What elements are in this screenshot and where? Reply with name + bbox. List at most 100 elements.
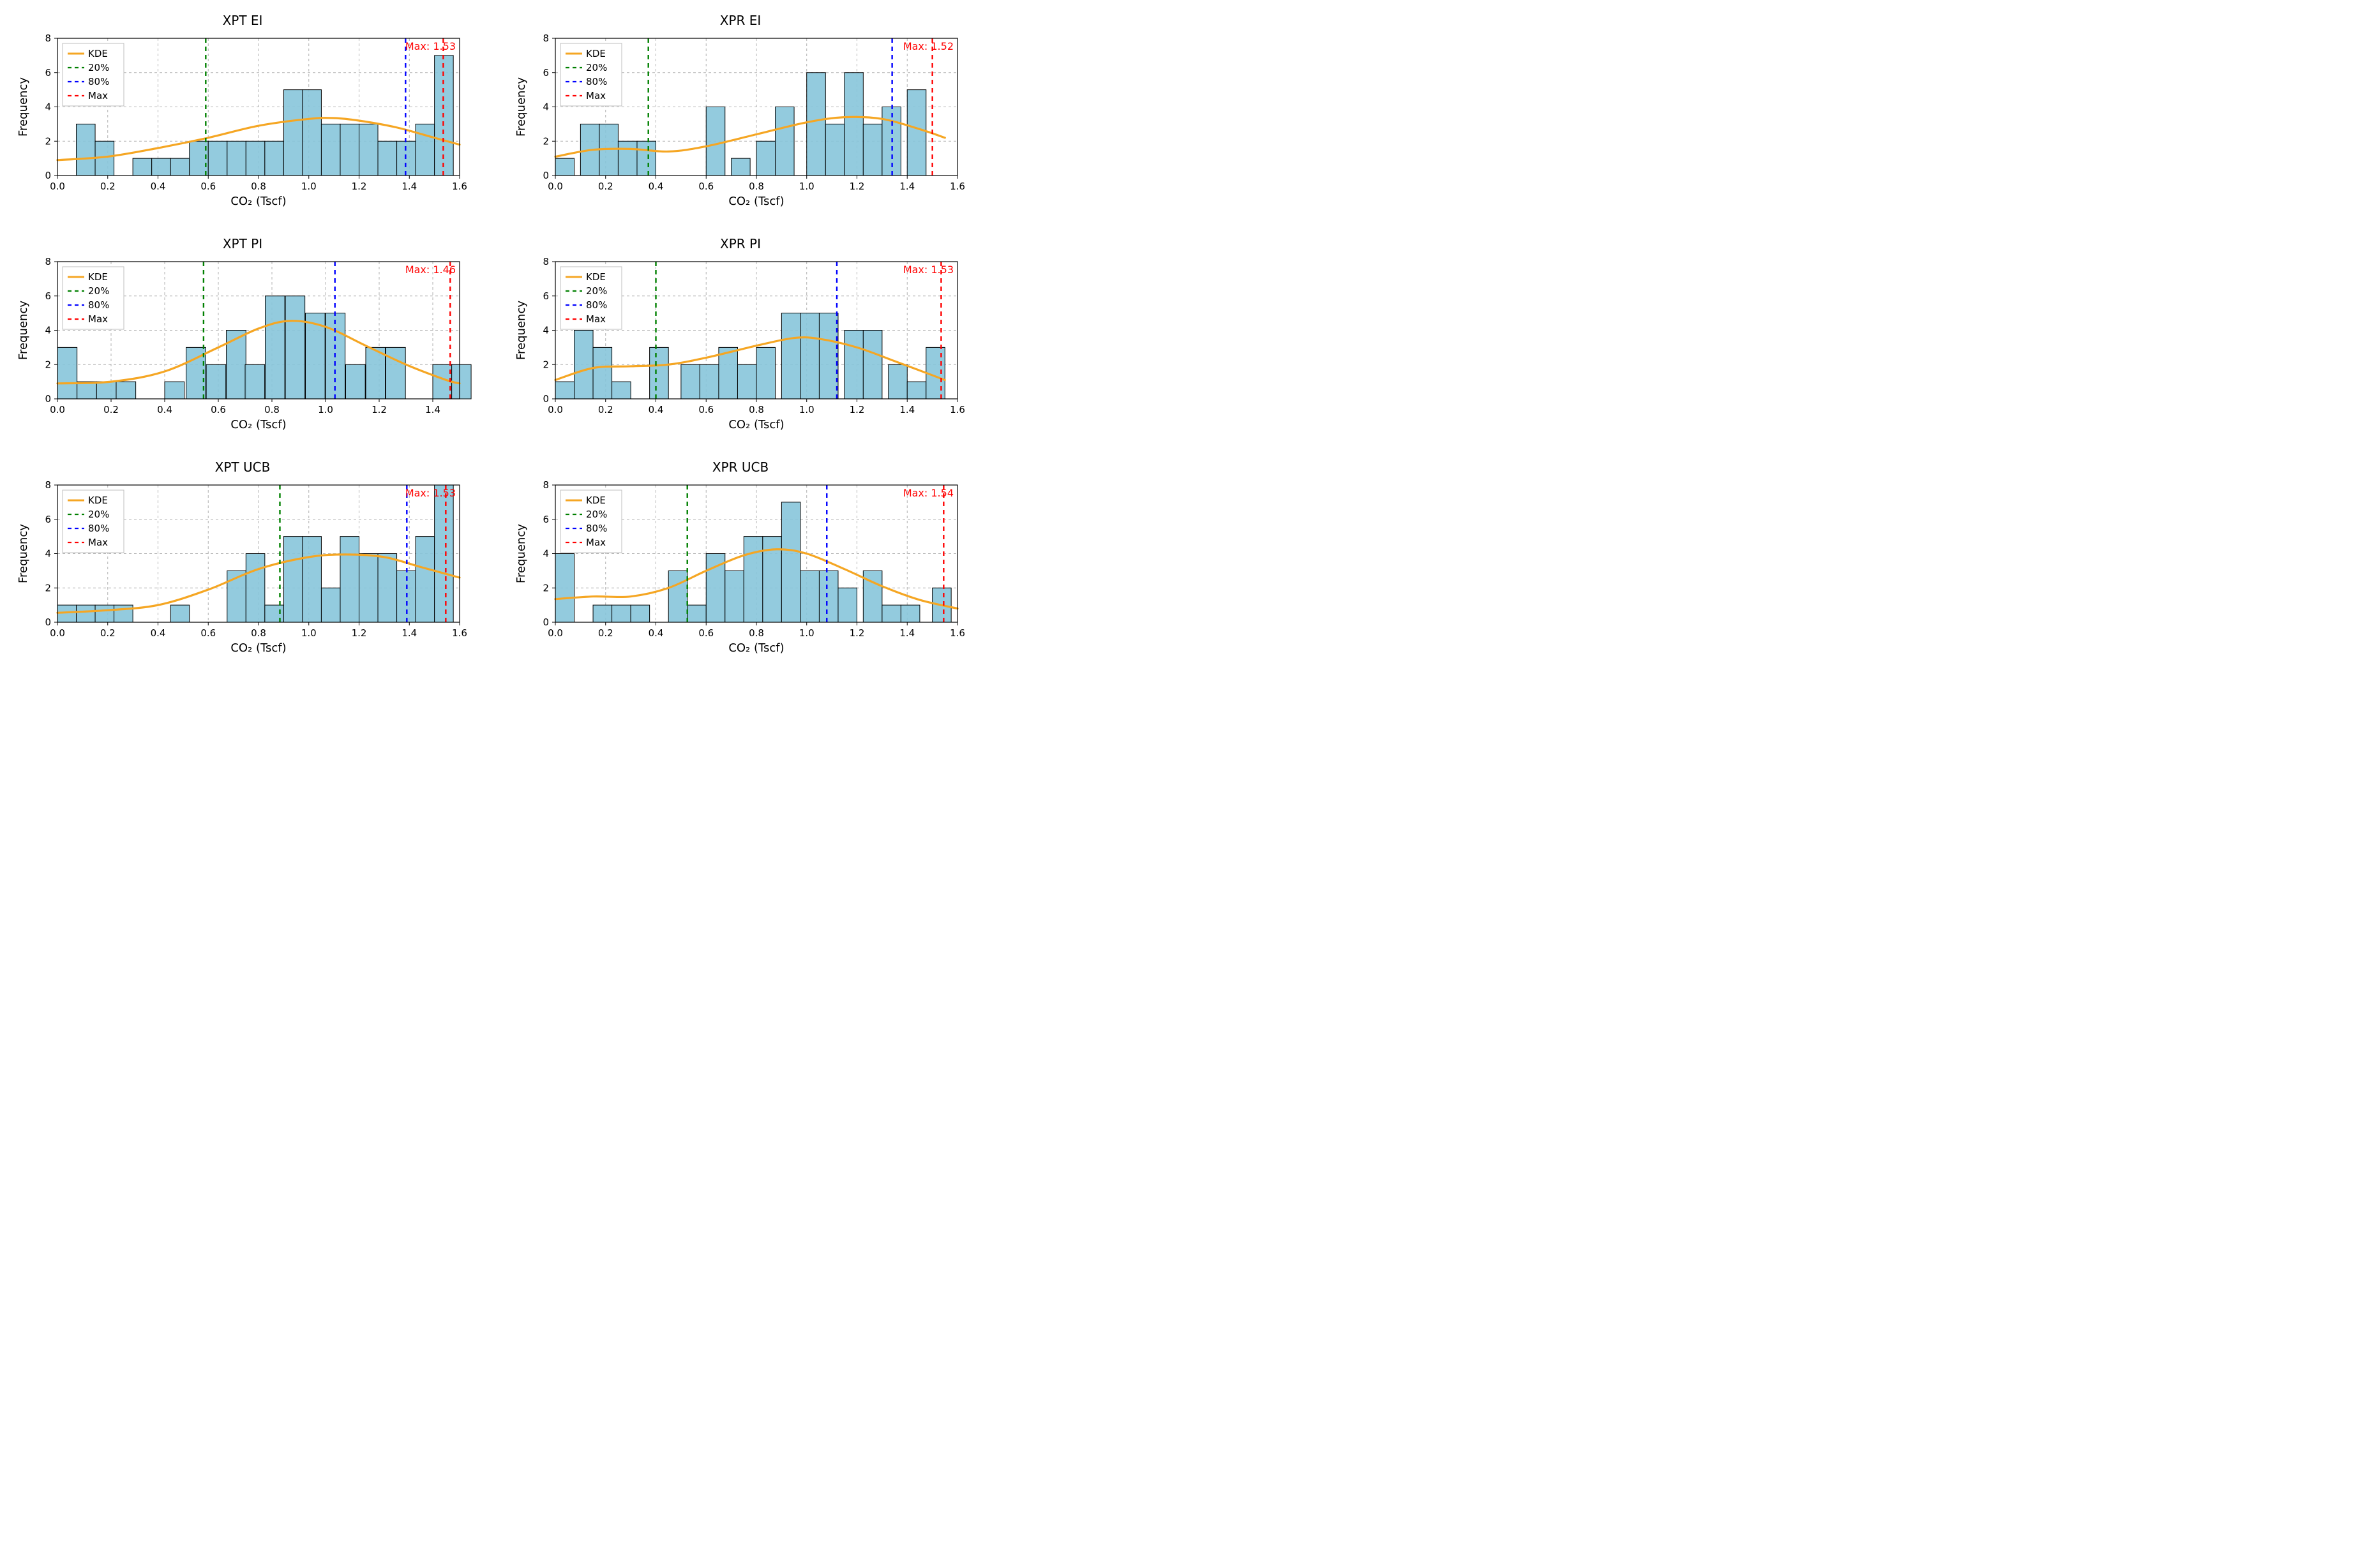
svg-text:Frequency: Frequency	[17, 524, 30, 583]
svg-text:80%: 80%	[586, 523, 607, 534]
svg-text:KDE: KDE	[88, 271, 108, 283]
svg-text:KDE: KDE	[88, 495, 108, 506]
svg-text:8: 8	[45, 33, 51, 44]
svg-text:4: 4	[45, 548, 51, 560]
svg-text:8: 8	[543, 256, 549, 267]
svg-text:0.2: 0.2	[598, 181, 613, 192]
svg-text:0.2: 0.2	[103, 404, 119, 415]
panel-title: XPR UCB	[511, 459, 970, 475]
svg-text:2: 2	[45, 582, 51, 594]
svg-text:0: 0	[543, 393, 549, 405]
svg-text:0.0: 0.0	[548, 181, 563, 192]
svg-text:0.4: 0.4	[649, 181, 664, 192]
svg-text:0: 0	[543, 616, 549, 628]
svg-text:0.2: 0.2	[598, 404, 613, 415]
svg-text:1.6: 1.6	[452, 627, 467, 639]
panel-title: XPT PI	[13, 236, 472, 251]
svg-text:6: 6	[543, 290, 549, 302]
svg-text:80%: 80%	[586, 76, 607, 87]
panel-title: XPR PI	[511, 236, 970, 251]
svg-text:Frequency: Frequency	[17, 77, 30, 137]
svg-text:0.2: 0.2	[100, 181, 116, 192]
svg-text:0.6: 0.6	[200, 181, 216, 192]
chart-panel: XPR UCB0.00.20.40.60.81.01.21.41.602468C…	[511, 459, 970, 657]
svg-text:0.0: 0.0	[548, 627, 563, 639]
svg-text:1.0: 1.0	[799, 627, 815, 639]
svg-text:8: 8	[543, 33, 549, 44]
svg-text:0.0: 0.0	[50, 404, 65, 415]
svg-text:0.6: 0.6	[211, 404, 226, 415]
svg-text:1.0: 1.0	[318, 404, 333, 415]
legend: KDE20%80%Max	[63, 267, 124, 329]
svg-text:0.6: 0.6	[698, 181, 714, 192]
svg-text:8: 8	[45, 256, 51, 267]
svg-text:CO₂ (Tscf): CO₂ (Tscf)	[230, 641, 286, 655]
svg-text:0.8: 0.8	[749, 627, 764, 639]
svg-text:CO₂ (Tscf): CO₂ (Tscf)	[728, 641, 784, 655]
svg-text:Frequency: Frequency	[17, 301, 30, 360]
svg-text:6: 6	[543, 514, 549, 525]
svg-text:4: 4	[45, 101, 51, 113]
svg-text:Max: Max	[586, 313, 606, 325]
svg-text:20%: 20%	[88, 285, 109, 297]
svg-text:6: 6	[45, 514, 51, 525]
svg-text:1.0: 1.0	[799, 181, 815, 192]
svg-text:1.0: 1.0	[301, 627, 317, 639]
svg-text:0.4: 0.4	[157, 404, 172, 415]
svg-text:KDE: KDE	[586, 271, 606, 283]
max-annotation: Max: 1.53	[903, 264, 954, 276]
svg-text:1.0: 1.0	[799, 404, 815, 415]
svg-text:1.0: 1.0	[301, 181, 317, 192]
svg-text:KDE: KDE	[88, 48, 108, 59]
svg-text:0: 0	[543, 170, 549, 181]
svg-text:Max: Max	[586, 90, 606, 101]
svg-text:1.2: 1.2	[850, 404, 865, 415]
svg-text:0.6: 0.6	[698, 627, 714, 639]
chart-panel: XPT UCB0.00.20.40.60.81.01.21.41.602468C…	[13, 459, 472, 657]
chart-panel: XPR PI0.00.20.40.60.81.01.21.41.602468CO…	[511, 236, 970, 434]
svg-text:4: 4	[45, 325, 51, 336]
panel-title: XPT EI	[13, 13, 472, 28]
legend: KDE20%80%Max	[560, 267, 622, 329]
svg-text:1.4: 1.4	[899, 627, 915, 639]
chart-panel: XPT EI0.00.20.40.60.81.01.21.41.602468CO…	[13, 13, 472, 211]
chart-panel-svg: 0.00.20.40.60.81.01.21.41.602468CO₂ (Tsc…	[13, 32, 472, 211]
svg-text:Max: Max	[586, 537, 606, 548]
svg-text:8: 8	[45, 479, 51, 491]
svg-text:CO₂ (Tscf): CO₂ (Tscf)	[728, 195, 784, 208]
svg-text:Max: Max	[88, 313, 108, 325]
svg-text:0.8: 0.8	[264, 404, 280, 415]
svg-text:Max: Max	[88, 537, 108, 548]
svg-text:1.2: 1.2	[372, 404, 387, 415]
svg-text:0: 0	[45, 616, 51, 628]
svg-text:1.4: 1.4	[899, 181, 915, 192]
max-annotation: Max: 1.53	[405, 40, 456, 52]
svg-text:Frequency: Frequency	[514, 77, 528, 137]
svg-text:1.4: 1.4	[402, 627, 417, 639]
svg-text:1.2: 1.2	[352, 181, 367, 192]
svg-text:Max: Max	[88, 90, 108, 101]
svg-text:2: 2	[543, 359, 549, 370]
svg-text:2: 2	[543, 135, 549, 147]
max-annotation: Max: 1.46	[405, 264, 456, 276]
svg-text:0.0: 0.0	[548, 404, 563, 415]
legend: KDE20%80%Max	[63, 43, 124, 106]
svg-text:0.8: 0.8	[749, 404, 764, 415]
svg-text:80%: 80%	[88, 76, 109, 87]
svg-text:2: 2	[543, 582, 549, 594]
chart-panel-svg: 0.00.20.40.60.81.01.21.41.602468CO₂ (Tsc…	[511, 32, 970, 211]
legend: KDE20%80%Max	[560, 490, 622, 553]
svg-text:4: 4	[543, 101, 549, 113]
svg-text:1.6: 1.6	[950, 181, 965, 192]
svg-text:2: 2	[45, 359, 51, 370]
svg-text:2: 2	[45, 135, 51, 147]
svg-text:0.4: 0.4	[151, 181, 166, 192]
chart-panel-svg: 0.00.20.40.60.81.01.21.41.602468CO₂ (Tsc…	[511, 255, 970, 434]
svg-text:6: 6	[45, 67, 51, 78]
svg-text:0.4: 0.4	[649, 404, 664, 415]
svg-text:Frequency: Frequency	[514, 301, 528, 360]
svg-text:CO₂ (Tscf): CO₂ (Tscf)	[230, 418, 286, 431]
svg-text:CO₂ (Tscf): CO₂ (Tscf)	[728, 418, 784, 431]
svg-text:6: 6	[45, 290, 51, 302]
svg-text:0.0: 0.0	[50, 627, 65, 639]
